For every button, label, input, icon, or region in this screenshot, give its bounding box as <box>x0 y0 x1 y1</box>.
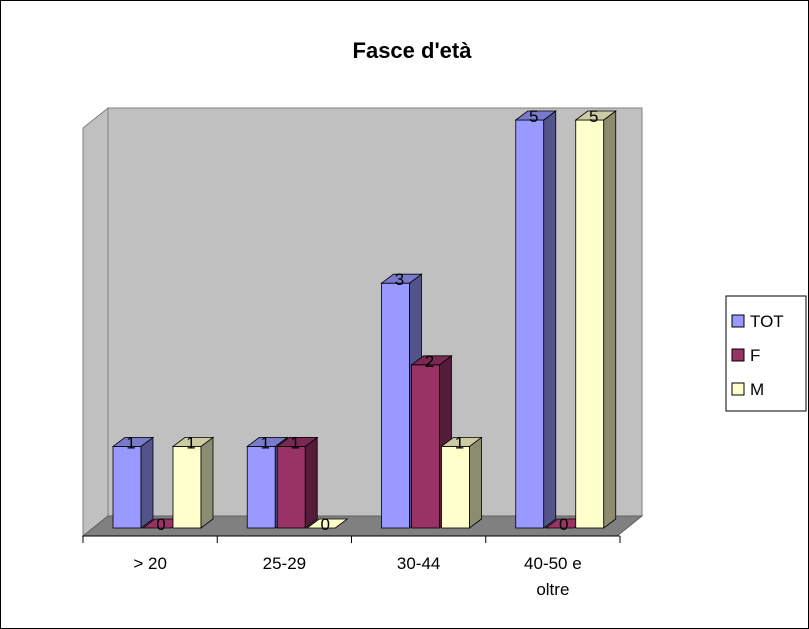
data-label-m-25-29: 0 <box>321 515 330 534</box>
data-label-f-20: 0 <box>156 515 165 534</box>
legend: TOT FM <box>725 295 807 412</box>
legend-label-m: M <box>750 380 764 399</box>
bar-m-20 <box>171 436 215 529</box>
legend-swatch-f <box>731 348 745 362</box>
data-label-tot-40-50-e-oltre: 5 <box>529 107 538 126</box>
bar-m-25-29 <box>306 518 349 529</box>
legend-swatch-tot <box>731 314 745 328</box>
data-label-f-40-50-e-oltre: 0 <box>559 515 568 534</box>
category-label-30-44: 30-44 <box>397 554 440 573</box>
data-label-f-30-44: 2 <box>425 352 434 371</box>
data-label-tot-30-44: 3 <box>395 270 404 289</box>
category-labels: > 20 25-29 30-44 40-50 e oltre <box>133 554 581 599</box>
bars <box>111 110 617 529</box>
bar-m-30-44 <box>440 436 483 529</box>
data-labels: 1 0 1 1 1 0 3 2 1 5 0 5 <box>126 107 598 534</box>
category-label-20: > 20 <box>133 554 167 573</box>
data-label-m-40-50-e-oltre: 5 <box>589 107 598 126</box>
bar-f-25-29 <box>276 436 319 529</box>
data-label-f-25-29: 1 <box>291 433 300 452</box>
chart-title: Fasce d'età <box>353 38 473 63</box>
x-axis-ticks <box>82 536 621 543</box>
category-label-40-50-e-oltre: 40-50 e <box>524 554 582 573</box>
category-label-40-50-e-oltre-line2: oltre <box>536 580 569 599</box>
data-label-tot-25-29: 1 <box>261 433 270 452</box>
data-label-m-30-44: 1 <box>455 433 464 452</box>
bar-tot-20 <box>111 436 155 529</box>
category-label-25-29: 25-29 <box>263 554 306 573</box>
legend-label-f: F <box>750 346 760 365</box>
data-label-tot-20: 1 <box>126 433 135 452</box>
legend-swatch-m <box>731 382 745 396</box>
legend-label-tot: TOT <box>750 312 784 331</box>
bar-m-40-50-e-oltre <box>574 110 617 529</box>
plot-side-wall <box>82 106 109 538</box>
bar-tot-40-50-e-oltre <box>514 110 557 529</box>
data-label-m-20: 1 <box>186 433 195 452</box>
